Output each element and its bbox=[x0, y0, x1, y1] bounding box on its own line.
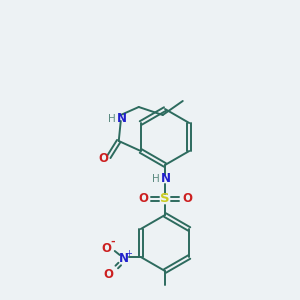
Text: S: S bbox=[160, 193, 170, 206]
Text: H: H bbox=[108, 114, 116, 124]
Text: O: O bbox=[138, 193, 148, 206]
Text: N: N bbox=[161, 172, 171, 185]
Text: O: O bbox=[104, 268, 114, 281]
Text: -: - bbox=[110, 237, 115, 247]
Text: +: + bbox=[125, 250, 132, 259]
Text: H: H bbox=[152, 174, 160, 184]
Text: N: N bbox=[117, 112, 127, 125]
Text: N: N bbox=[119, 253, 129, 266]
Text: O: O bbox=[99, 152, 109, 166]
Text: O: O bbox=[182, 193, 192, 206]
Text: O: O bbox=[102, 242, 112, 254]
